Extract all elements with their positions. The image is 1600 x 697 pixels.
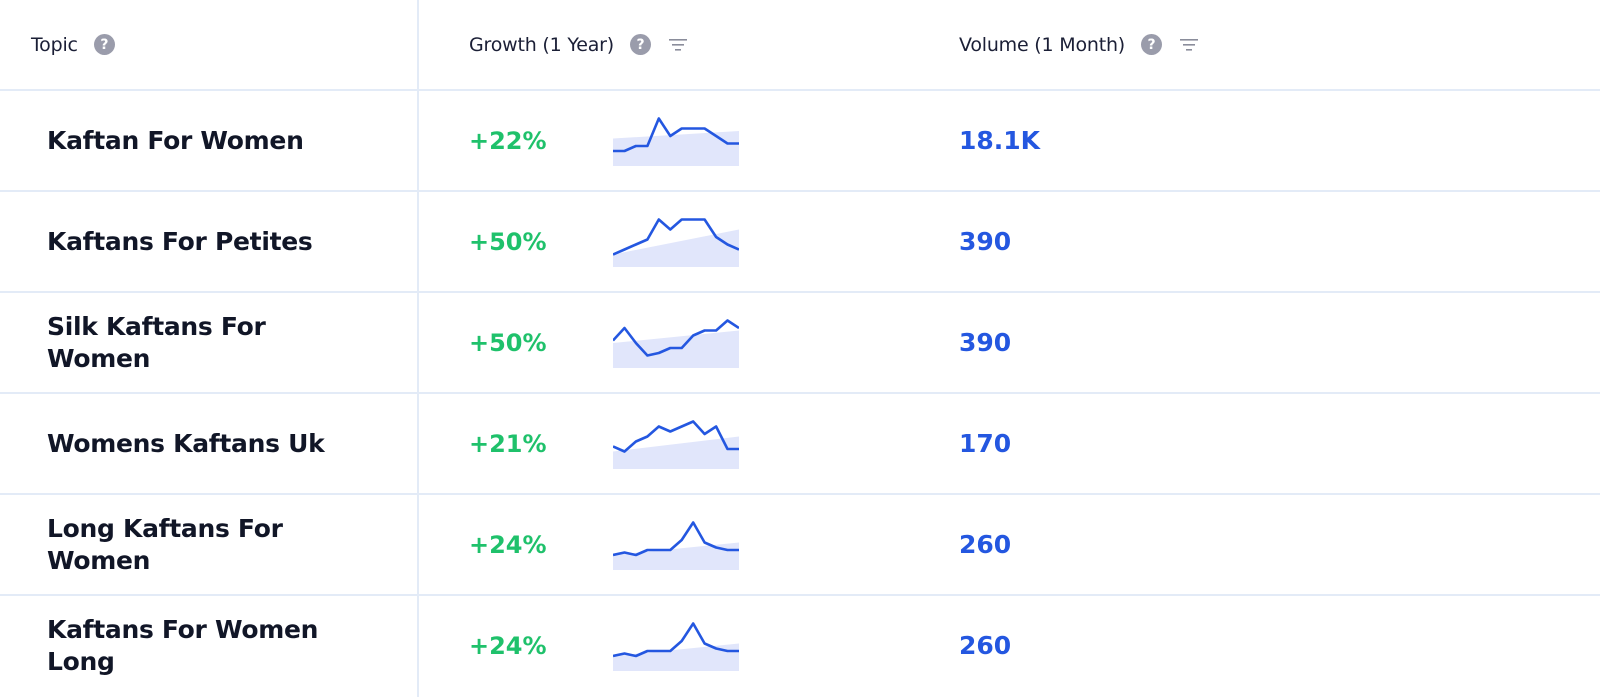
growth-sparkline (613, 117, 739, 166)
sparkline-fill (613, 542, 739, 570)
topic-name[interactable]: Kaftans For Petites (47, 226, 313, 256)
sparkline-fill (613, 229, 739, 267)
volume-header: Volume (1 Month) ? (959, 0, 1199, 89)
volume-value: 390 (959, 328, 1012, 357)
sparkline-line (613, 521, 739, 557)
table-row[interactable]: Silk Kaftans For Women +50% 390 (0, 293, 1600, 394)
table-header: Topic ? Growth (1 Year) ? Volume (1 Mont… (0, 0, 1600, 91)
topic-help-icon[interactable]: ? (93, 34, 115, 55)
table-row[interactable]: Long Kaftans For Women +24% 260 (0, 495, 1600, 596)
growth-value: +22% (469, 126, 547, 155)
volume-value: 260 (959, 631, 1012, 660)
volume-sort-icon[interactable] (1180, 38, 1199, 52)
topic-name[interactable]: Womens Kaftans Uk (47, 428, 325, 458)
growth-header: Growth (1 Year) ? (469, 0, 687, 89)
sparkline-line (613, 319, 739, 357)
growth-sparkline (613, 622, 739, 671)
topic-name[interactable]: Kaftans For Women Long (47, 614, 319, 676)
table-row[interactable]: Kaftans For Petites +50% 390 (0, 192, 1600, 293)
sparkline-line (613, 117, 739, 153)
volume-value: 390 (959, 227, 1012, 256)
growth-sparkline (613, 218, 739, 267)
growth-sparkline (613, 319, 739, 368)
growth-help-icon[interactable]: ? (630, 34, 651, 55)
sparkline-fill (613, 131, 739, 166)
growth-sparkline (613, 420, 739, 469)
column-divider (417, 0, 419, 697)
sparkline-line (613, 218, 739, 256)
growth-value: +50% (469, 227, 547, 256)
table-row[interactable]: Womens Kaftans Uk +21% 170 (0, 394, 1600, 495)
growth-value: +24% (469, 631, 547, 660)
volume-value: 170 (959, 429, 1012, 458)
sparkline-fill (613, 436, 739, 469)
topic-name[interactable]: Silk Kaftans For Women (47, 311, 266, 373)
volume-header-label: Volume (1 Month) (959, 33, 1126, 56)
growth-sort-icon[interactable] (669, 38, 687, 52)
growth-header-label: Growth (1 Year) (469, 33, 614, 56)
growth-value: +50% (469, 328, 547, 357)
topic-name[interactable]: Kaftan For Women (47, 125, 304, 155)
table-row[interactable]: Kaftan For Women +22% 18.1K (0, 91, 1600, 192)
growth-sparkline (613, 521, 739, 570)
volume-value: 18.1K (959, 126, 1041, 155)
sparkline-line (613, 622, 739, 658)
topic-header: Topic ? (31, 0, 115, 89)
volume-help-icon[interactable]: ? (1141, 34, 1163, 55)
growth-value: +24% (469, 530, 547, 559)
topic-header-label: Topic (31, 33, 78, 56)
topic-name[interactable]: Long Kaftans For Women (47, 513, 283, 575)
growth-value: +21% (469, 429, 547, 458)
table-row[interactable]: Kaftans For Women Long +24% 260 (0, 596, 1600, 697)
sparkline-line (613, 420, 739, 453)
volume-value: 260 (959, 530, 1012, 559)
sparkline-fill (613, 643, 739, 671)
